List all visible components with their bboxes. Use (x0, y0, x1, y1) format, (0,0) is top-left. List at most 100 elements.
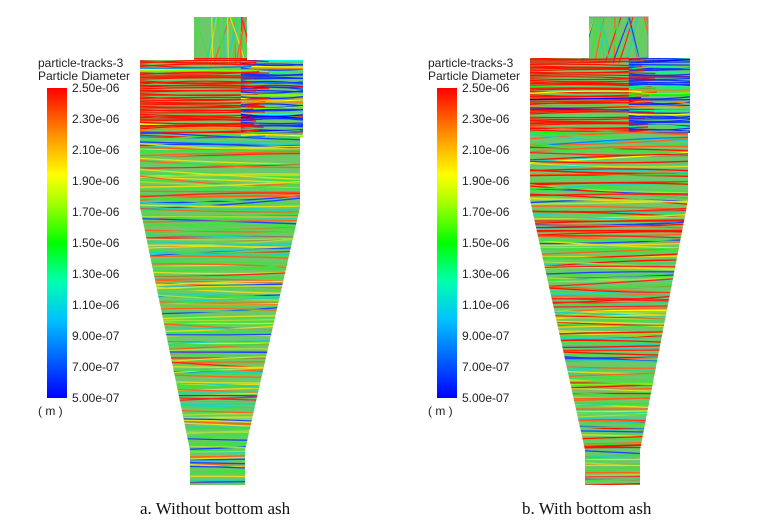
particle-track (530, 108, 655, 112)
colorbar-tick-label: 2.10e-06 (462, 143, 510, 157)
particle-track (530, 171, 689, 176)
particle-track (530, 90, 642, 94)
particle-track (240, 97, 303, 102)
particle-track (140, 486, 300, 492)
particle-track (140, 190, 301, 193)
particle-track (628, 91, 690, 95)
particle-track (530, 200, 689, 205)
particle-track (140, 220, 301, 223)
particle-track (646, 17, 661, 64)
particle-track (628, 94, 690, 97)
particle-track (530, 213, 689, 220)
caption-b: b. With bottom ash (522, 499, 652, 518)
particle-track (530, 247, 689, 251)
colorbar-tick-label: 9.00e-07 (462, 329, 510, 343)
particle-track (628, 124, 690, 129)
particle-track (628, 103, 690, 107)
particle-track (140, 255, 301, 260)
particle-track (140, 222, 301, 231)
particle-track (240, 67, 303, 71)
cyclone-a-tracks (140, 17, 303, 492)
colorbar-tick-label: 1.50e-06 (72, 236, 120, 250)
particle-track (240, 121, 303, 125)
colorbar-tick-label: 2.50e-06 (462, 81, 510, 95)
particle-track (140, 208, 301, 213)
particle-track (140, 224, 301, 228)
colorbar-tick-label: 1.90e-06 (72, 174, 120, 188)
particle-track (628, 100, 690, 105)
particle-track (530, 189, 689, 200)
particle-track (628, 75, 690, 78)
colorbar-tick-label: 1.30e-06 (462, 267, 510, 281)
particle-track (530, 487, 688, 489)
particle-track (240, 90, 303, 94)
particle-track (530, 125, 689, 136)
particle-track (628, 128, 690, 132)
particle-track (240, 98, 303, 101)
particle-track (140, 250, 301, 257)
particle-track (140, 263, 301, 269)
particle-track (140, 261, 301, 266)
particle-track (140, 268, 301, 272)
particle-track (140, 121, 253, 125)
colorbar-tick-label: 1.70e-06 (462, 205, 510, 219)
particle-track (140, 63, 256, 67)
particle-track (628, 109, 690, 112)
particle-track (530, 60, 645, 64)
colorbar-tick-label: 1.90e-06 (462, 174, 510, 188)
particle-track (140, 111, 263, 114)
particle-track (240, 115, 303, 119)
particle-track (530, 97, 641, 101)
particle-track (530, 101, 651, 105)
particle-track (140, 109, 265, 113)
particle-track (628, 61, 690, 64)
particle-track (628, 71, 690, 74)
colorbar-unit-b: ( m ) (428, 404, 453, 418)
particle-track (140, 234, 301, 239)
colorbar-tick-label: 1.30e-06 (72, 267, 120, 281)
particle-track (530, 129, 648, 132)
particle-track (530, 174, 689, 182)
particle-track (628, 131, 690, 134)
colorbar-b (437, 88, 457, 398)
particle-track (628, 81, 690, 84)
colorbar-tick-label: 2.10e-06 (72, 143, 120, 157)
particle-track (140, 77, 262, 80)
particle-track (628, 66, 690, 70)
particle-track (140, 131, 301, 141)
particle-track (530, 487, 688, 491)
particle-track (240, 108, 303, 112)
particle-track (530, 193, 689, 205)
particle-track (140, 280, 301, 288)
particle-track (530, 123, 649, 126)
colorbar-tick-label: 5.00e-07 (72, 391, 120, 405)
particle-track (240, 117, 303, 122)
particle-track (530, 182, 689, 186)
particle-track (140, 351, 301, 354)
particle-track (140, 206, 301, 211)
particle-track (628, 113, 690, 116)
particle-track (140, 228, 301, 234)
particle-track (140, 59, 269, 64)
colorbar-tick-label: 2.30e-06 (72, 112, 120, 126)
particle-track (140, 168, 301, 181)
particle-track (140, 135, 266, 139)
particle-track (140, 486, 300, 492)
particle-track (240, 86, 303, 90)
particle-track (530, 212, 689, 216)
particle-track (240, 94, 303, 97)
particle-track (628, 77, 690, 81)
particle-track (628, 58, 690, 61)
particle-track (240, 77, 303, 80)
particle-track (530, 271, 689, 276)
particle-track (628, 93, 690, 97)
particle-track (628, 79, 690, 82)
particle-track (140, 344, 301, 347)
particle-track (530, 63, 642, 67)
particle-track (140, 151, 301, 157)
particle-track (240, 82, 303, 85)
particle-track (140, 237, 301, 241)
colorbar-tick-label: 9.00e-07 (72, 329, 120, 343)
particle-track (530, 184, 689, 194)
